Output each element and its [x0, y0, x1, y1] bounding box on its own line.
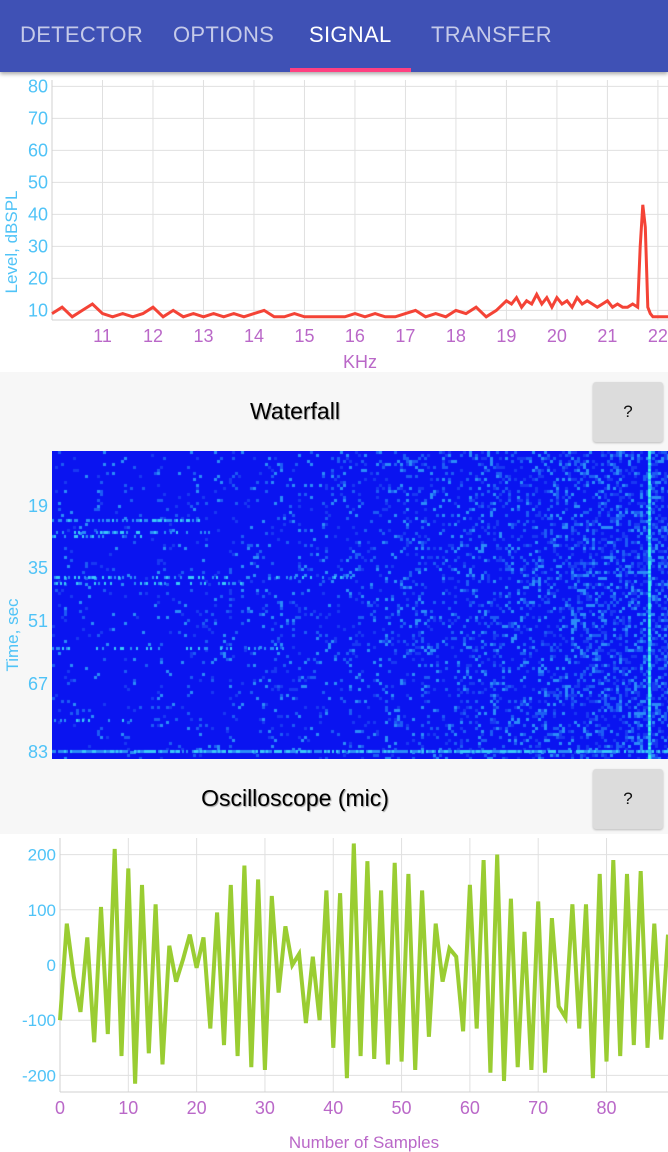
oscilloscope-x-tick: 20 [187, 1098, 207, 1118]
oscilloscope-title: Oscilloscope (mic) [201, 785, 389, 811]
oscilloscope-x-tick: 50 [392, 1098, 412, 1118]
oscilloscope-y-ticks: 200 100 0 -100 -200 [22, 846, 56, 1086]
oscilloscope-chart: 200 100 0 -100 -200 0 10 20 30 40 50 60 70 80 Number… [22, 838, 668, 1152]
waterfall-y-tick: 35 [28, 558, 48, 578]
waterfall-y-axis: Time, sec 19 35 51 67 83 [3, 496, 48, 762]
spectrum-x-tick: 12 [143, 326, 163, 346]
oscilloscope-x-tick: 0 [55, 1098, 65, 1118]
spectrum-chart: Level, dBSPL 10 20 30 40 50 60 70 80 11 12 13 14 15… [2, 76, 668, 372]
tab-detector[interactable]: DETECTOR [20, 22, 144, 47]
spectrum-x-tick: 11 [93, 326, 112, 346]
waterfall-canvas [52, 451, 668, 759]
spectrum-y-tick: 30 [28, 236, 48, 256]
oscilloscope-x-tick: 30 [255, 1098, 275, 1118]
oscilloscope-y-tick: -100 [22, 1011, 56, 1030]
spectrum-grid [51, 80, 668, 321]
spectrum-y-ticks: 10 20 30 40 50 60 70 80 [28, 76, 48, 320]
waterfall-help-button[interactable]: ? [593, 382, 663, 442]
waterfall-y-tick: 67 [28, 674, 48, 694]
oscilloscope-y-tick: 200 [28, 846, 56, 865]
spectrum-y-tick: 20 [28, 268, 48, 288]
oscilloscope-x-tick: 70 [528, 1098, 548, 1118]
tab-signal[interactable]: SIGNAL [309, 22, 392, 47]
waterfall-y-tick: 19 [28, 496, 48, 516]
oscilloscope-header [0, 764, 668, 834]
spectrum-y-tick: 80 [28, 76, 48, 96]
spectrum-x-tick: 19 [496, 326, 516, 346]
oscilloscope-y-tick: 100 [28, 901, 56, 920]
oscilloscope-x-ticks: 0 10 20 30 40 50 60 70 80 [55, 1098, 617, 1118]
tab-bar: DETECTOR OPTIONS SIGNAL TRANSFER [0, 0, 668, 72]
spectrum-x-tick: 16 [345, 326, 365, 346]
waterfall-y-axis-label: Time, sec [3, 598, 22, 672]
waterfall-y-tick: 51 [28, 611, 48, 631]
spectrum-y-tick: 10 [28, 300, 48, 320]
waterfall-heatmap [52, 451, 668, 759]
tab-transfer[interactable]: TRANSFER [431, 22, 552, 47]
oscilloscope-series-line [58, 843, 668, 1084]
spectrum-y-tick: 50 [28, 172, 48, 192]
spectrum-plot-area [52, 80, 668, 320]
spectrum-x-tick: 18 [446, 326, 466, 346]
oscilloscope-x-tick: 10 [118, 1098, 138, 1118]
spectrum-x-tick: 17 [395, 326, 415, 346]
oscilloscope-x-tick: 60 [460, 1098, 480, 1118]
spectrum-x-tick: 15 [294, 326, 314, 346]
tab-options[interactable]: OPTIONS [173, 22, 275, 47]
spectrum-x-tick: 13 [193, 326, 213, 346]
active-tab-indicator [290, 68, 411, 72]
spectrum-x-tick: 20 [547, 326, 567, 346]
oscilloscope-x-tick: 80 [597, 1098, 617, 1118]
spectrum-x-tick: 14 [244, 326, 264, 346]
spectrum-y-tick: 60 [28, 140, 48, 160]
spectrum-series-line [51, 204, 668, 319]
waterfall-y-tick: 83 [28, 742, 48, 762]
oscilloscope-x-tick: 40 [323, 1098, 343, 1118]
spectrum-x-axis-label: KHz [343, 352, 377, 372]
spectrum-y-axis-label: Level, dBSPL [2, 190, 21, 293]
spectrum-x-tick: 21 [597, 326, 617, 346]
spectrum-x-tick: 22 [648, 326, 668, 346]
oscilloscope-x-axis-label: Number of Samples [289, 1133, 439, 1152]
oscilloscope-help-button[interactable]: ? [593, 769, 663, 829]
spectrum-y-tick: 70 [28, 108, 48, 128]
waterfall-title: Waterfall [250, 398, 340, 424]
spectrum-x-ticks: 11 12 13 14 15 16 17 18 19 20 21 22 [93, 326, 668, 346]
spectrum-y-tick: 40 [28, 204, 48, 224]
oscilloscope-y-tick: 0 [47, 956, 56, 975]
oscilloscope-y-tick: -200 [22, 1066, 56, 1085]
